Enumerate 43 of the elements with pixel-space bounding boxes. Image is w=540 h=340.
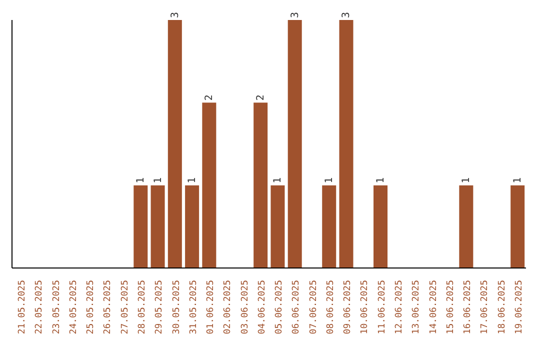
x-tick-label: 30.05.2025 (172, 280, 182, 334)
data-label: 3 (170, 12, 181, 18)
data-label: 1 (187, 177, 198, 184)
data-label: 3 (290, 12, 301, 18)
data-label: 2 (256, 94, 267, 101)
x-tick-label: 28.05.2025 (138, 280, 148, 334)
x-tick-label: 07.06.2025 (308, 280, 319, 334)
x-tick-label: 08.06.2025 (326, 280, 336, 334)
x-tick-label: 21.05.2025 (18, 280, 28, 334)
x-tick-label: 13.06.2025 (412, 280, 422, 334)
x-tick-label: 17.06.2025 (480, 280, 490, 334)
x-tick-label: 03.06.2025 (240, 280, 250, 334)
x-tick-label: 15.06.2025 (446, 280, 456, 334)
x-tick-label: 25.05.2025 (86, 280, 96, 334)
x-tick-label: 18.06.2025 (497, 280, 508, 334)
x-tick-label: 16.06.2025 (463, 280, 474, 334)
x-tick-label: 12.06.2025 (394, 280, 404, 334)
x-tick-label: 19.06.2025 (514, 280, 524, 334)
data-label: 1 (512, 177, 524, 184)
data-label: 1 (376, 177, 387, 184)
x-tick-label: 11.06.2025 (377, 280, 388, 334)
x-tick-label: 05.06.2025 (274, 280, 285, 334)
data-label: 1 (324, 177, 336, 184)
x-tick-label: 14.06.2025 (428, 280, 439, 334)
data-label: 1 (461, 177, 472, 184)
x-tick-label: 29.05.2025 (154, 280, 165, 334)
x-tick-label: 27.05.2025 (120, 280, 130, 334)
x-tick-label: 26.05.2025 (103, 280, 114, 334)
x-tick-label: 01.06.2025 (206, 280, 216, 334)
x-tick-label: 02.06.2025 (223, 280, 234, 334)
x-tick-label: 24.05.2025 (68, 280, 79, 334)
data-label: 2 (204, 94, 216, 101)
x-tick-label: 23.05.2025 (52, 280, 62, 334)
data-label: 1 (152, 177, 164, 184)
x-tick-label: 10.06.2025 (360, 280, 370, 334)
x-tick-label: 31.05.2025 (188, 280, 199, 334)
data-label: 3 (341, 12, 352, 18)
data-label: 1 (136, 177, 147, 184)
x-tick-label: 04.06.2025 (257, 280, 268, 334)
data-label: 1 (272, 177, 284, 184)
x-tick-label: 06.06.2025 (292, 280, 302, 334)
x-tick-label: 09.06.2025 (343, 280, 354, 334)
x-tick-label: 22.05.2025 (34, 280, 45, 334)
